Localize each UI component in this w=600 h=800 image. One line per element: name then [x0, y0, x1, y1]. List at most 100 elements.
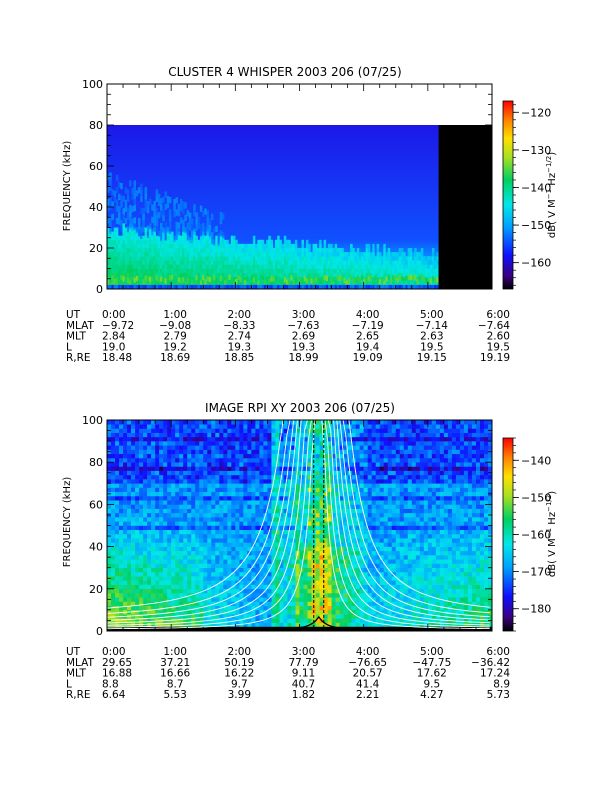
spectrogram-cell — [111, 432, 116, 438]
spectrogram-cell — [431, 276, 435, 282]
spectrogram-cell — [431, 272, 435, 277]
spectrogram-cell — [159, 441, 164, 446]
spectrogram-cell — [131, 264, 134, 269]
spectrogram-cell — [171, 495, 176, 501]
spectrogram-cell — [133, 180, 137, 187]
spectrogram-cell — [224, 252, 227, 257]
spectrogram-cell — [171, 280, 174, 286]
spectrogram-cell — [235, 268, 238, 273]
spectrogram-cell — [267, 474, 272, 480]
spectrogram-cell — [418, 252, 422, 257]
spectrogram-cell — [187, 500, 192, 505]
spectrogram-cell — [151, 453, 156, 459]
spectrogram-cell — [295, 517, 300, 522]
spectrogram-cell — [191, 614, 196, 619]
spectrogram-cell — [251, 546, 256, 552]
spectrogram-cell — [187, 588, 192, 594]
spectrogram-cell — [183, 555, 188, 560]
spectrogram-cell — [155, 571, 160, 577]
spectrogram-cell — [286, 239, 289, 245]
spectrogram-cell — [147, 529, 152, 535]
spectrogram-cell — [123, 533, 128, 539]
spectrogram-cell — [127, 436, 132, 442]
spectrogram-cell — [115, 268, 119, 273]
spectrogram-cell — [118, 274, 121, 280]
spectrogram-cell — [206, 256, 209, 261]
spectrogram-cell — [325, 272, 329, 277]
spectrogram-cell — [251, 436, 256, 442]
spectrogram-cell — [283, 576, 288, 581]
colorbar-tick-label: −120 — [521, 106, 551, 119]
spectrogram-cell — [135, 559, 140, 564]
spectrogram-cell — [206, 252, 209, 257]
spectrogram-cell — [223, 441, 228, 446]
spectrogram-cell — [155, 500, 160, 505]
spectrogram-cell — [219, 521, 224, 526]
spectrogram-cell — [193, 256, 196, 261]
spectrogram-cell — [162, 243, 165, 249]
spectrogram-cell — [219, 593, 224, 598]
spectrogram-cell — [147, 571, 152, 577]
spectrogram-cell — [244, 276, 247, 282]
spectrogram-cell — [295, 609, 300, 615]
spectrogram-cell — [416, 284, 419, 289]
spectrogram-cell — [266, 272, 269, 277]
spectrogram-cell — [119, 508, 124, 514]
spectrogram-cell — [147, 563, 152, 568]
spectrogram-cell — [255, 483, 260, 488]
spectrogram-cell — [223, 517, 228, 522]
spectrogram-cell — [151, 597, 156, 602]
spectrogram-cell — [271, 605, 276, 611]
spectrogram-cell — [173, 275, 176, 281]
spectrogram-cell — [124, 279, 128, 285]
spectrogram-cell — [251, 428, 256, 433]
spectrogram-cell — [119, 432, 124, 438]
spectrogram-cell — [179, 432, 184, 438]
spectrogram-cell — [328, 256, 331, 261]
spectrogram-cell — [303, 284, 307, 289]
spectrogram-cell — [299, 593, 304, 598]
spectrogram-cell — [163, 546, 168, 552]
spectrogram-cell — [151, 508, 156, 514]
spectrogram-cell — [179, 550, 184, 556]
spectrogram-cell — [119, 542, 124, 547]
spectrogram-cell — [127, 432, 132, 438]
spectrogram-cell — [267, 597, 272, 602]
spectrogram-cell — [111, 453, 116, 459]
spectrogram-cell — [140, 260, 143, 265]
spectrogram-cell — [148, 256, 152, 261]
spectrogram-cell — [157, 284, 161, 289]
spectrogram-cell — [287, 445, 292, 450]
spectrogram-cell — [423, 256, 426, 261]
spectrogram-cell — [250, 256, 254, 261]
spectrogram-cell — [159, 512, 164, 518]
spectrogram-cell — [190, 224, 194, 231]
spectrogram-cell — [131, 248, 134, 253]
spectrogram-cell — [195, 474, 200, 480]
spectrogram-cell — [203, 483, 208, 488]
spectrogram-cell — [325, 256, 329, 261]
spectrogram-cell — [412, 260, 415, 265]
spectrogram-cell — [239, 449, 244, 455]
spectrogram-cell — [207, 542, 212, 547]
panel-image: IMAGE RPI XY 2003 206 (07/25) 0204060801… — [62, 401, 558, 701]
spectrogram-cell — [336, 252, 340, 257]
spectrogram-cell — [223, 559, 228, 564]
spectrogram-cell — [279, 276, 282, 282]
spectrogram-cell — [312, 243, 316, 249]
spectrogram-cell — [261, 264, 265, 269]
spectrogram-cell — [182, 264, 185, 269]
spectrogram-cell — [213, 272, 216, 277]
spectrogram-cell — [398, 274, 402, 281]
spectrogram-cell — [107, 441, 112, 446]
spectrogram-cell — [307, 593, 312, 598]
spectrogram-cell — [243, 576, 248, 581]
spectrogram-cell — [330, 272, 333, 277]
spectrogram-cell — [199, 462, 204, 467]
spectrogram-cell — [279, 593, 284, 598]
spectrogram-cell — [179, 470, 184, 476]
spectrogram-cell — [188, 260, 192, 265]
spectrogram-cell — [434, 278, 437, 284]
spectrogram-cell — [361, 280, 364, 286]
spectrogram-cell — [367, 248, 371, 253]
